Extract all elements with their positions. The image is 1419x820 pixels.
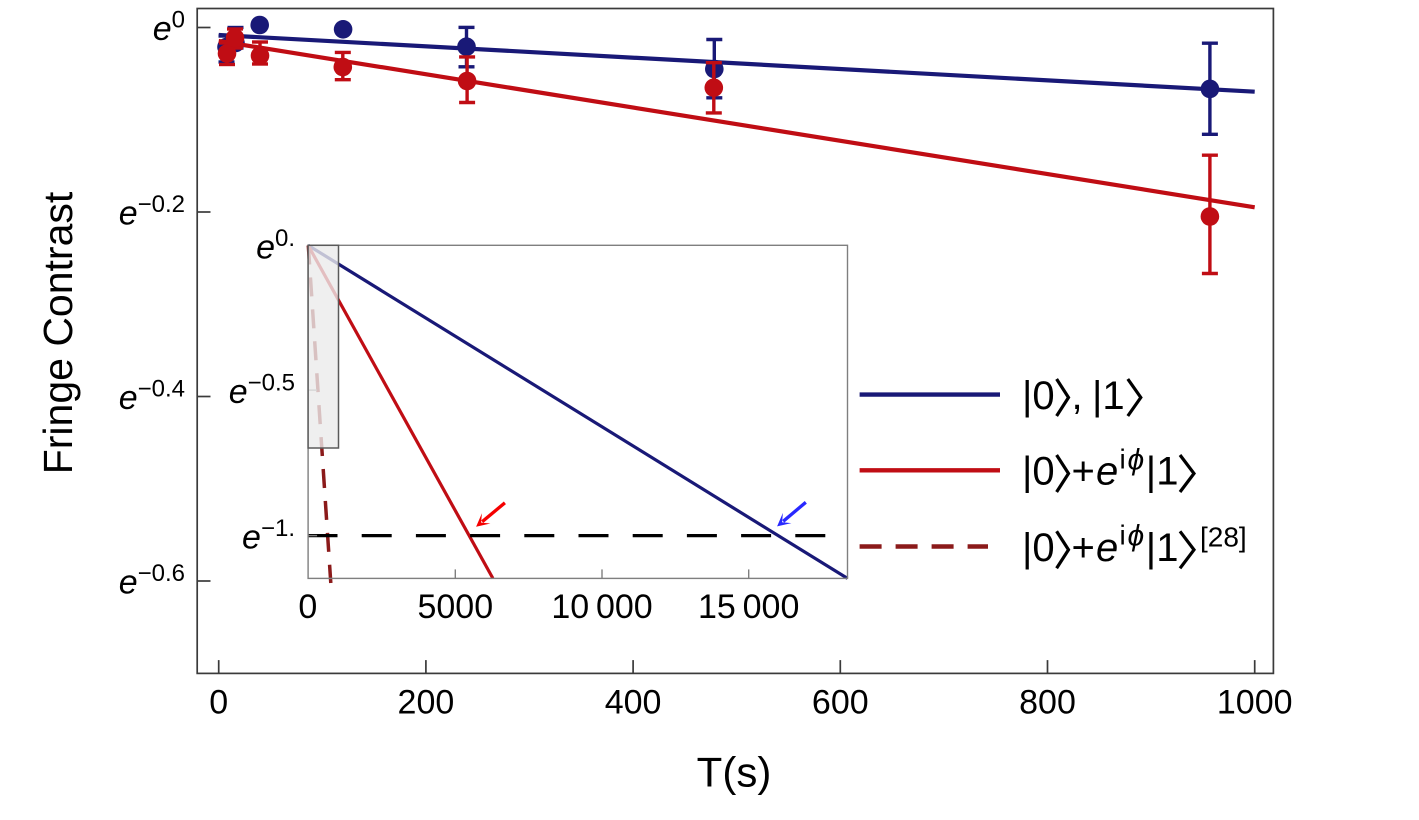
svg-text:|0: |0 xyxy=(1022,450,1055,494)
svg-text:0: 0 xyxy=(209,684,228,722)
svg-text:ϕ: ϕ xyxy=(1128,443,1145,476)
svg-text:T(s): T(s) xyxy=(697,749,772,796)
svg-text:+: + xyxy=(1072,450,1095,494)
svg-text:400: 400 xyxy=(605,684,662,722)
svg-text:|1: |1 xyxy=(1146,450,1179,494)
svg-text:800: 800 xyxy=(1019,684,1076,722)
svg-text:i: i xyxy=(1120,443,1126,474)
svg-text:+: + xyxy=(1072,526,1095,570)
svg-text:ϕ: ϕ xyxy=(1128,520,1145,553)
svg-text:,: , xyxy=(1072,374,1083,418)
svg-text:|1: |1 xyxy=(1146,526,1179,570)
svg-text:|1: |1 xyxy=(1092,374,1125,418)
svg-text:[28]: [28] xyxy=(1200,522,1247,553)
svg-text:e0: e0 xyxy=(153,7,185,49)
svg-text:Fringe Contrast: Fringe Contrast xyxy=(35,191,81,474)
svg-text:0: 0 xyxy=(298,588,317,626)
svg-text:5000: 5000 xyxy=(417,588,493,626)
svg-text:i: i xyxy=(1120,520,1126,551)
svg-text:e: e xyxy=(1096,526,1118,570)
svg-text:1000: 1000 xyxy=(1217,684,1293,722)
svg-text:10 000: 10 000 xyxy=(551,588,652,626)
svg-text:|0: |0 xyxy=(1022,374,1055,418)
svg-text:200: 200 xyxy=(398,684,455,722)
svg-text:e: e xyxy=(1096,450,1118,494)
svg-text:|0: |0 xyxy=(1022,526,1055,570)
svg-text:600: 600 xyxy=(812,684,869,722)
svg-text:15 000: 15 000 xyxy=(698,588,799,626)
